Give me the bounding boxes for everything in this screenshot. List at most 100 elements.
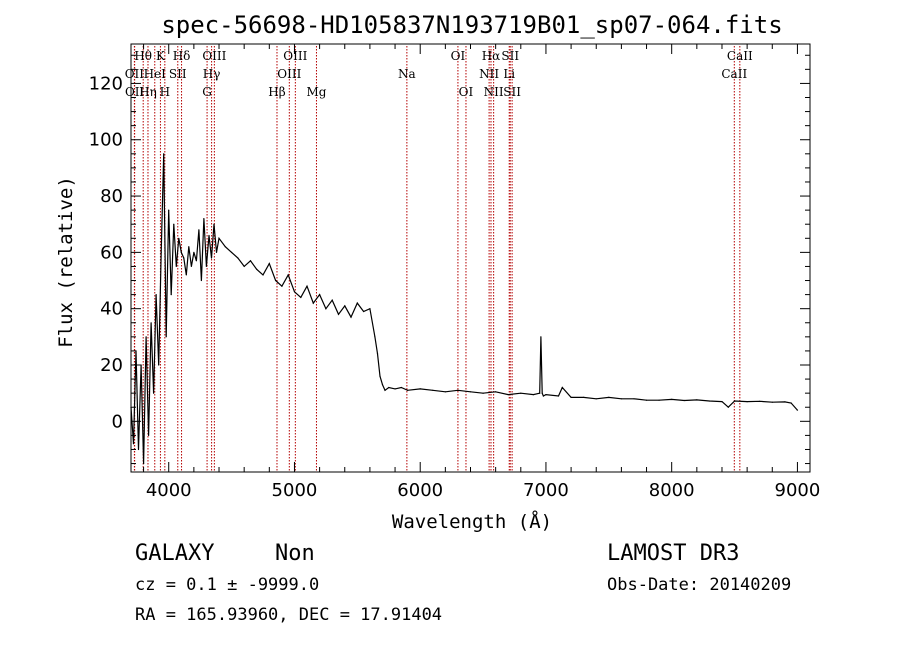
spectrum-point (520, 392, 522, 394)
y-axis-label: Flux (relative) (55, 176, 77, 348)
x-tick-label: 4000 (146, 480, 192, 501)
spectrum-point (608, 396, 610, 398)
spectrum-point (746, 401, 748, 403)
spectrum-point (153, 392, 155, 394)
line-marker-label: Hη (139, 85, 157, 99)
y-tick-label: 40 (100, 299, 123, 320)
spectrum-point (300, 296, 302, 298)
spectrum-point (363, 310, 365, 313)
spectrum-point (539, 392, 541, 394)
line-marker-label: Li (503, 67, 515, 81)
line-marker-label: OI (459, 85, 474, 99)
x-tick-label: 8000 (649, 480, 695, 501)
spectrum-point (306, 285, 308, 287)
spectrum-point (771, 401, 773, 403)
spectrum-point (231, 251, 233, 253)
spectrum-point (545, 394, 547, 396)
line-marker-label: H (160, 85, 170, 99)
spectrum-point (507, 394, 509, 396)
spectrum-point (175, 265, 177, 267)
spectrum-point (381, 384, 384, 386)
spectrum-point (325, 308, 327, 310)
coordinates-text: RA = 165.93960, DEC = 17.91404 (135, 605, 442, 625)
spectrum-point (262, 274, 264, 276)
plot-frame (130, 43, 811, 473)
spectrum-point (173, 223, 175, 225)
spectrum-point (188, 246, 190, 248)
redshift-text: cz = 0.1 ± -9999.0 (135, 575, 319, 595)
spectrum-point (145, 336, 147, 338)
spectrum-point (784, 401, 786, 403)
survey-label: LAMOST DR3 (607, 541, 739, 566)
spectrum-point (256, 268, 258, 270)
object-class: GALAXY (135, 541, 214, 566)
line-marker-label: CaII (727, 49, 753, 63)
spectrum-point (595, 398, 597, 400)
spectrum-point (394, 388, 396, 390)
spectrum-point (180, 251, 182, 253)
spectrum-point (444, 391, 446, 393)
line-marker-label: Hβ (268, 85, 285, 99)
line-marker-label: Hδ (173, 49, 191, 63)
spectrum-point (482, 392, 484, 394)
x-tick-label: 9000 (775, 480, 821, 501)
line-marker-label: G (202, 85, 212, 99)
x-axis: 4000 5000 6000 7000 8000 9000 (143, 44, 821, 501)
spectrum-point (218, 237, 220, 239)
line-marker-label: Mg (306, 85, 326, 99)
spectrum-point (384, 389, 386, 391)
spectrum-point (469, 391, 472, 393)
line-marker-label: Hα (482, 49, 501, 63)
spectrum-point (185, 274, 187, 276)
spectrum-point (350, 316, 352, 318)
line-markers (133, 46, 741, 472)
line-marker-label: OII (125, 67, 145, 81)
spectrum-point (369, 308, 371, 310)
spectrum-point (388, 386, 390, 389)
spectrum-point (633, 398, 635, 400)
spectrum-point (312, 302, 314, 304)
spectrum-point (210, 257, 213, 259)
spectrum-point (281, 285, 283, 287)
spectrum-point (200, 279, 202, 282)
line-marker-label: OI (451, 49, 466, 63)
spectrum-point (208, 234, 210, 237)
series-layer (130, 153, 799, 465)
spectrum-point (708, 400, 711, 402)
spectrum-point (727, 406, 729, 408)
spectrum-point (796, 409, 799, 411)
line-marker-label: NII (479, 67, 499, 81)
spectrum-point (734, 400, 736, 402)
spectrum-point (374, 336, 376, 338)
spectrum-point (163, 153, 165, 155)
spectrum-point (224, 246, 226, 248)
spectrum-point (432, 389, 434, 391)
spectrum-point (457, 389, 459, 391)
spectrum-point (190, 265, 192, 267)
x-tick-label: 6000 (397, 480, 443, 501)
spectrum-point (561, 386, 563, 389)
spectrum-point (203, 218, 205, 220)
y-tick-label: 80 (100, 186, 123, 207)
spectrum-point (759, 400, 761, 402)
spectrum-point (160, 251, 162, 253)
spectrum-point (178, 237, 180, 239)
spectrum-point (356, 302, 358, 304)
spectrum-point (183, 257, 185, 259)
spectrum-point (620, 398, 623, 400)
spectrum-point (215, 251, 218, 253)
x-axis-label: Wavelength (Å) (392, 510, 552, 533)
spectrum-point (137, 448, 140, 451)
line-marker-label: OIII (202, 49, 226, 63)
spectrum-point (645, 399, 648, 401)
spectrum-point (237, 257, 239, 259)
line-marker-label: Hθ (134, 49, 152, 63)
spectrum-point (143, 463, 145, 465)
line-marker-label: SII (169, 67, 187, 81)
spectrum-point (379, 375, 381, 377)
spectrum-point (158, 364, 160, 366)
spectrum-point (268, 263, 270, 265)
spectrum-point (287, 274, 289, 276)
line-marker-label: Hγ (203, 67, 221, 81)
spectrum-point (671, 398, 673, 400)
